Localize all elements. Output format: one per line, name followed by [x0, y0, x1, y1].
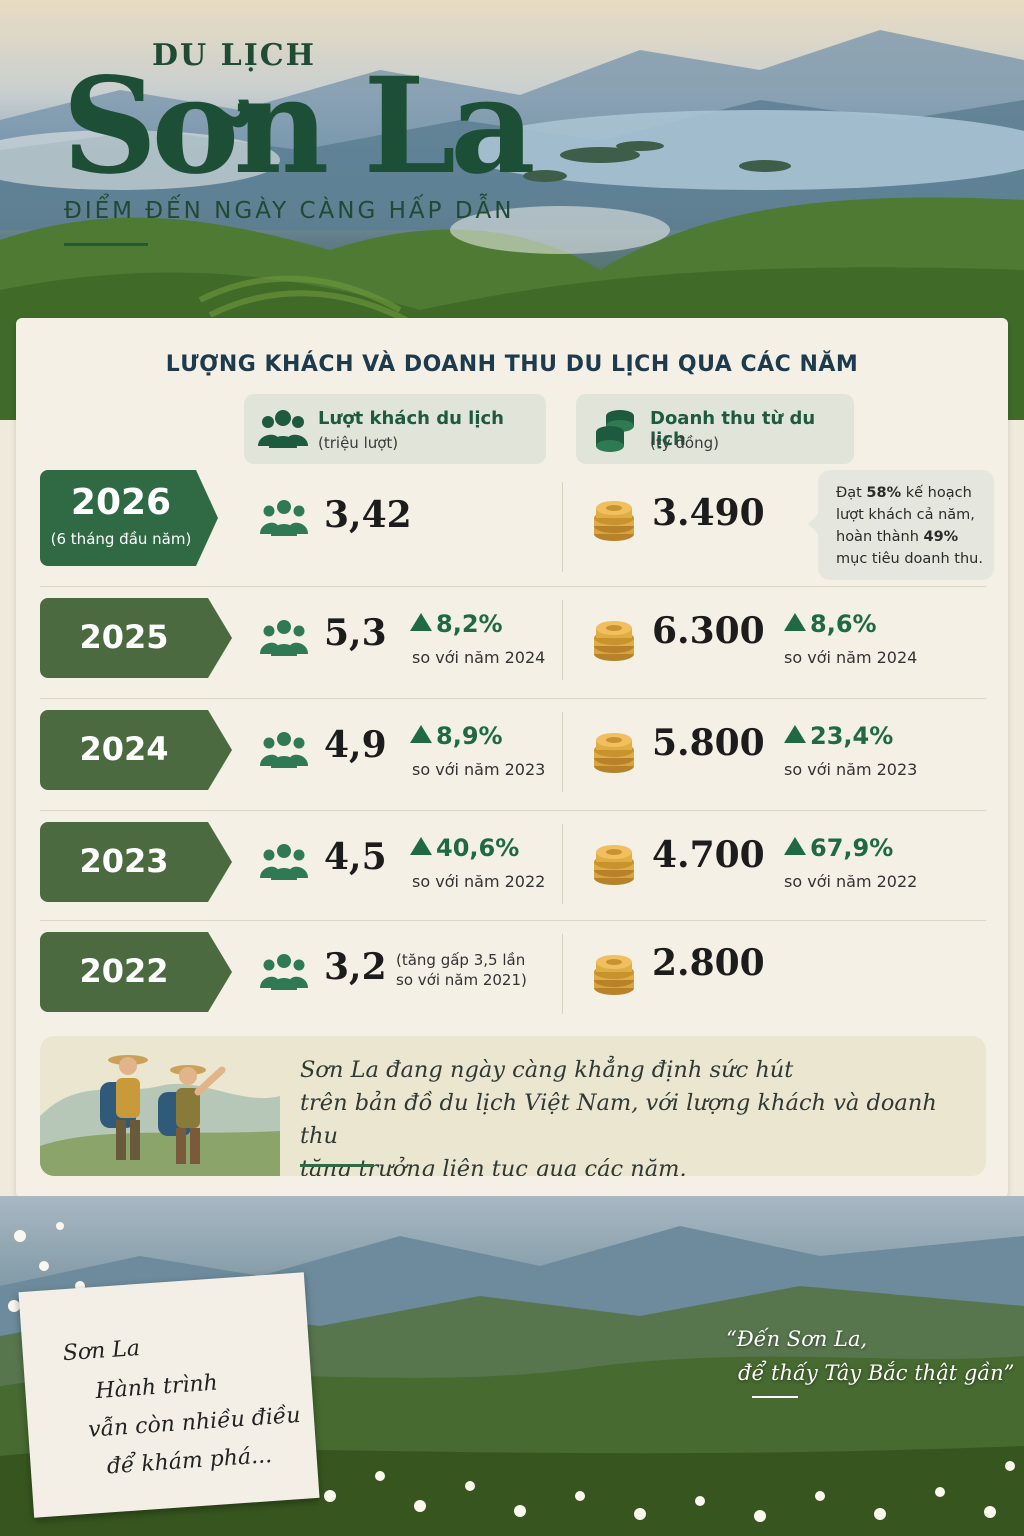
year-label: 2023	[79, 842, 169, 880]
year-label: 2022	[79, 952, 169, 990]
people-icon	[260, 732, 308, 768]
table-row: 2022 3,2 (tăng gấp 3,5 lần so với năm 202…	[40, 932, 986, 1012]
revenue-change: 8,6%	[784, 610, 877, 638]
coins-icon	[594, 501, 634, 541]
up-arrow-icon	[784, 837, 806, 855]
visitors-note: (tăng gấp 3,5 lần so với năm 2021)	[396, 951, 527, 989]
people-icon	[260, 844, 308, 880]
year-tab: 2023	[40, 822, 232, 902]
revenue-compare: so với năm 2023	[784, 760, 918, 779]
visitors-compare: so với năm 2024	[412, 648, 546, 667]
note-line: Sơn La	[61, 1335, 141, 1367]
column-divider	[562, 712, 563, 792]
hero-landscape: DU LỊCH Sơn La ĐIỂM ĐẾN NGÀY CÀNG HẤP DẪ…	[0, 0, 1024, 420]
revenue-column-header: Doanh thu từ du lịch (tỷ đồng)	[576, 394, 854, 464]
visitors-change: 40,6%	[410, 834, 519, 862]
visitors-column-unit: (triệu lượt)	[318, 434, 399, 452]
hikers-illustration	[40, 1055, 280, 1176]
visitors-column-label: Lượt khách du lịch	[318, 408, 504, 429]
row-divider	[40, 698, 986, 699]
visitors-column-header: Lượt khách du lịch (triệu lượt)	[244, 394, 546, 464]
hero-supertitle: DU LỊCH	[152, 38, 316, 73]
revenue-column-unit: (tỷ đồng)	[650, 434, 719, 452]
coins-icon	[596, 410, 634, 452]
note-line: vẫn còn nhiều điều	[87, 1402, 302, 1443]
table-row: 2026 (6 tháng đầu năm) 3,42 3.490	[40, 470, 986, 566]
table-row: 2023 4,5 40,6% so với năm 2022 4.700 67,…	[40, 822, 986, 902]
visitors-change: 8,2%	[410, 610, 503, 638]
table-row: 2024 4,9 8,9% so với năm 2023 5.800 23,4…	[40, 710, 986, 790]
visitors-change: 8,9%	[410, 722, 503, 750]
hero-subtitle: ĐIỂM ĐẾN NGÀY CÀNG HẤP DẪN	[64, 198, 515, 224]
revenue-value: 3.490	[652, 492, 765, 534]
note-line: để khám phá...	[105, 1442, 273, 1480]
coins-icon	[594, 733, 634, 773]
up-arrow-icon	[410, 613, 432, 631]
visitors-value: 4,9	[324, 724, 387, 766]
people-icon	[260, 500, 308, 536]
year-label: 2024	[79, 730, 169, 768]
section-title: LƯỢNG KHÁCH VÀ DOANH THU DU LỊCH QUA CÁC…	[165, 352, 859, 377]
revenue-compare: so với năm 2022	[784, 872, 918, 891]
visitors-compare: so với năm 2022	[412, 872, 546, 891]
note-line: Hành trình	[94, 1370, 219, 1405]
revenue-value: 4.700	[652, 834, 765, 876]
handwritten-note-card: Sơn La Hành trình vẫn còn nhiều điều để …	[18, 1272, 320, 1518]
visitors-value: 4,5	[324, 836, 387, 878]
year-note: (6 tháng đầu năm)	[50, 530, 192, 548]
up-arrow-icon	[784, 725, 806, 743]
year-tab: 2022	[40, 932, 232, 1012]
summary-box: Sơn La đang ngày càng khẳng định sức hút…	[40, 1036, 986, 1176]
revenue-column-label: Doanh thu từ du lịch	[650, 408, 816, 450]
up-arrow-icon	[784, 613, 806, 631]
row-divider	[40, 920, 986, 921]
revenue-change: 23,4%	[784, 722, 893, 750]
summary-text: Sơn La đang ngày càng khẳng định sức hút…	[300, 1057, 937, 1176]
hero-title: Sơn La	[62, 49, 536, 204]
row-divider	[40, 586, 986, 587]
year-tab: 2025	[40, 598, 232, 678]
visitors-value: 3,42	[324, 494, 412, 536]
year-label: 2026	[70, 482, 172, 523]
visitors-compare: so với năm 2023	[412, 760, 546, 779]
column-divider	[562, 600, 563, 680]
footer-quote: “Đến Sơn La, để thấy Tây Bắc thật gần”	[726, 1327, 1015, 1385]
revenue-value: 6.300	[652, 610, 765, 652]
revenue-value: 5.800	[652, 722, 765, 764]
people-icon	[258, 410, 308, 448]
revenue-compare: so với năm 2024	[784, 648, 918, 667]
year-tab: 2024	[40, 710, 232, 790]
quote-divider	[752, 1396, 798, 1398]
visitors-value: 5,3	[324, 612, 387, 654]
coins-icon	[594, 955, 634, 995]
row-divider	[40, 810, 986, 811]
revenue-change: 67,9%	[784, 834, 893, 862]
table-row: 2025 5,3 8,2% so với năm 2024 6.300 8,6%…	[40, 598, 986, 678]
column-divider	[562, 934, 563, 1014]
year-tab: 2026 (6 tháng đầu năm)	[40, 470, 218, 566]
hero-divider	[64, 243, 148, 246]
people-icon	[260, 620, 308, 656]
visitors-value: 3,2	[324, 946, 387, 988]
column-divider	[562, 482, 563, 572]
up-arrow-icon	[410, 837, 432, 855]
up-arrow-icon	[410, 725, 432, 743]
column-divider	[562, 824, 563, 904]
revenue-value: 2.800	[652, 942, 765, 984]
year-label: 2025	[79, 618, 169, 656]
coins-icon	[594, 621, 634, 661]
progress-callout: Đạt 58% kế hoạch lượt khách cả năm, hoàn…	[808, 470, 994, 580]
summary-divider	[300, 1164, 374, 1167]
people-icon	[260, 954, 308, 990]
coins-icon	[594, 845, 634, 885]
